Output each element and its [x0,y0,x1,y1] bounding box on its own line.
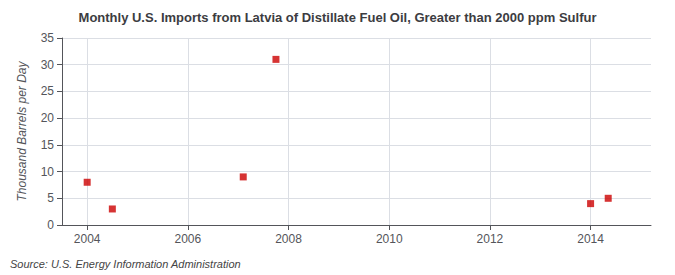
svg-text:10: 10 [41,165,55,179]
svg-text:25: 25 [41,84,55,98]
svg-text:30: 30 [41,58,55,72]
svg-text:2012: 2012 [477,232,504,246]
svg-text:20: 20 [41,111,55,125]
svg-text:Monthly U.S. Imports from Latv: Monthly U.S. Imports from Latvia of Dist… [79,10,597,25]
svg-text:2010: 2010 [376,232,403,246]
svg-text:2004: 2004 [74,232,101,246]
svg-text:15: 15 [41,138,55,152]
svg-text:0: 0 [47,218,54,232]
svg-text:2006: 2006 [175,232,202,246]
svg-text:2008: 2008 [275,232,302,246]
svg-text:2014: 2014 [577,232,604,246]
svg-text:5: 5 [47,191,54,205]
svg-text:Thousand Barrels per Day: Thousand Barrels per Day [15,60,29,201]
svg-text:Source: U.S. Energy Informatio: Source: U.S. Energy Information Administ… [10,258,241,270]
svg-text:35: 35 [41,31,55,45]
